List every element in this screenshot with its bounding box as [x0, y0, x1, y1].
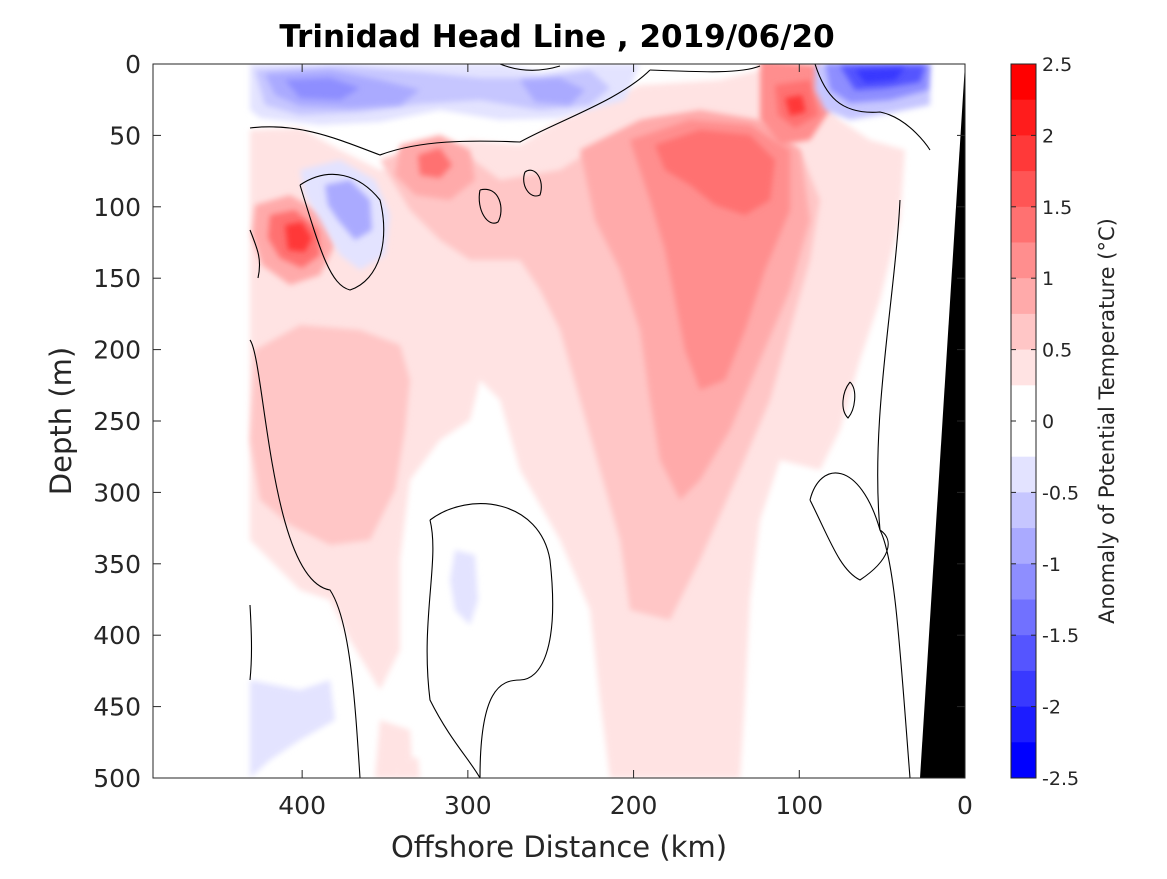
anomaly-patch-26 — [250, 680, 335, 778]
colorbar-level-3 — [1011, 171, 1036, 208]
colorbar-tick-label: 2 — [1042, 125, 1054, 147]
y-tick-label: 300 — [93, 478, 141, 507]
x-axis-label: Offshore Distance (km) — [391, 830, 727, 864]
y-tick-label: 50 — [109, 121, 141, 150]
x-tick-label: 100 — [775, 791, 823, 820]
anomaly-patch-11 — [418, 148, 452, 178]
zero-contour-12 — [299, 173, 385, 291]
zero-contour-8 — [877, 199, 911, 778]
colorbar-tick-label: 2.5 — [1042, 54, 1072, 76]
anomaly-patch-28 — [395, 758, 420, 778]
colorbar-level-13 — [1011, 528, 1036, 565]
colorbar-level-10 — [1011, 421, 1036, 458]
y-axis-ticks: 0 50 100 150 200 250 300 350 400 450 500 — [93, 50, 965, 793]
y-tick-label: 350 — [93, 550, 141, 579]
zero-contour-lines — [249, 64, 931, 778]
y-tick-label: 450 — [93, 693, 141, 722]
y-tick-label: 400 — [93, 621, 141, 650]
zero-contour-11 — [842, 381, 856, 419]
colorbar-level-8 — [1011, 349, 1036, 386]
colorbar: 2.5 2 1.5 1 0.5 0 -0.5 -1 -1.5 -2 -2.5 — [1010, 54, 1079, 790]
zero-contour-13 — [249, 229, 261, 279]
temperature-anomaly-field — [250, 64, 930, 778]
zero-contour-2 — [649, 65, 761, 73]
y-tick-label: 150 — [93, 264, 141, 293]
colorbar-label: Anomaly of Potential Temperature (°C) — [1095, 218, 1119, 624]
x-tick-label: 0 — [957, 791, 973, 820]
colorbar-level-7 — [1011, 313, 1036, 351]
y-tick-label: 500 — [93, 764, 141, 793]
colorbar-level-14 — [1011, 563, 1036, 600]
y-tick-label: 250 — [93, 407, 141, 436]
anomaly-patch-18 — [520, 78, 585, 105]
zero-contour-5 — [426, 519, 481, 778]
colorbar-tick-label: 1.5 — [1042, 197, 1072, 219]
x-tick-label: 400 — [278, 791, 326, 820]
zero-contour-10 — [523, 169, 542, 197]
anomaly-patch-9 — [785, 95, 806, 116]
anomaly-patch-6 — [655, 130, 775, 215]
colorbar-level-1 — [1011, 99, 1036, 136]
anomaly-patch-19 — [285, 78, 360, 100]
colorbar-level-6 — [1011, 278, 1036, 315]
anomaly-patch-14 — [285, 222, 312, 252]
zero-contour-14 — [249, 604, 253, 681]
colorbar-tick-label: -1 — [1042, 554, 1061, 576]
colorbar-tick-label: -0.5 — [1042, 482, 1079, 504]
anomaly-patch-21 — [325, 180, 372, 240]
anomaly-patch-27 — [450, 550, 478, 625]
colorbar-level-12 — [1011, 492, 1036, 529]
y-axis-label: Depth (m) — [44, 347, 78, 495]
colorbar-level-2 — [1011, 135, 1036, 172]
colorbar-level-4 — [1011, 206, 1036, 243]
colorbar-level-18 — [1011, 706, 1036, 743]
y-tick-label: 100 — [93, 193, 141, 222]
anomaly-patch-25 — [855, 68, 905, 83]
colorbar-level-0 — [1011, 64, 1036, 101]
colorbar-level-9 — [1011, 385, 1036, 422]
colorbar-tick-label: 0.5 — [1042, 340, 1072, 362]
zero-contour-1 — [499, 64, 561, 71]
shelf-bathymetry — [920, 64, 965, 778]
zero-contour-3 — [814, 64, 931, 151]
chart-title: Trinidad Head Line , 2019/06/20 — [279, 19, 834, 55]
colorbar-tick-label: 1 — [1042, 268, 1054, 290]
zero-contour-0 — [249, 69, 651, 156]
zero-contour-4 — [249, 339, 361, 778]
colorbar-level-5 — [1011, 242, 1036, 279]
colorbar-tick-label: -2 — [1042, 697, 1061, 719]
colorbar-level-15 — [1011, 599, 1036, 636]
colorbar-level-19 — [1011, 742, 1036, 779]
colorbar-tick-label: -2.5 — [1042, 768, 1079, 790]
y-tick-label: 200 — [93, 336, 141, 365]
x-tick-label: 300 — [444, 791, 492, 820]
anomaly-patch-2 — [250, 325, 410, 545]
x-tick-label: 200 — [610, 791, 658, 820]
colorbar-level-17 — [1011, 670, 1036, 708]
x-axis-ticks: 400 300 200 100 0 — [278, 64, 973, 820]
colorbar-tick-label: 0 — [1042, 411, 1054, 433]
colorbar-level-11 — [1011, 456, 1036, 493]
zero-contour-6 — [429, 503, 554, 778]
colorbar-level-16 — [1011, 635, 1036, 672]
zero-contour-9 — [478, 188, 502, 224]
zero-contour-7 — [809, 472, 889, 581]
y-tick-label: 0 — [125, 50, 141, 79]
colorbar-tick-label: -1.5 — [1042, 625, 1079, 647]
